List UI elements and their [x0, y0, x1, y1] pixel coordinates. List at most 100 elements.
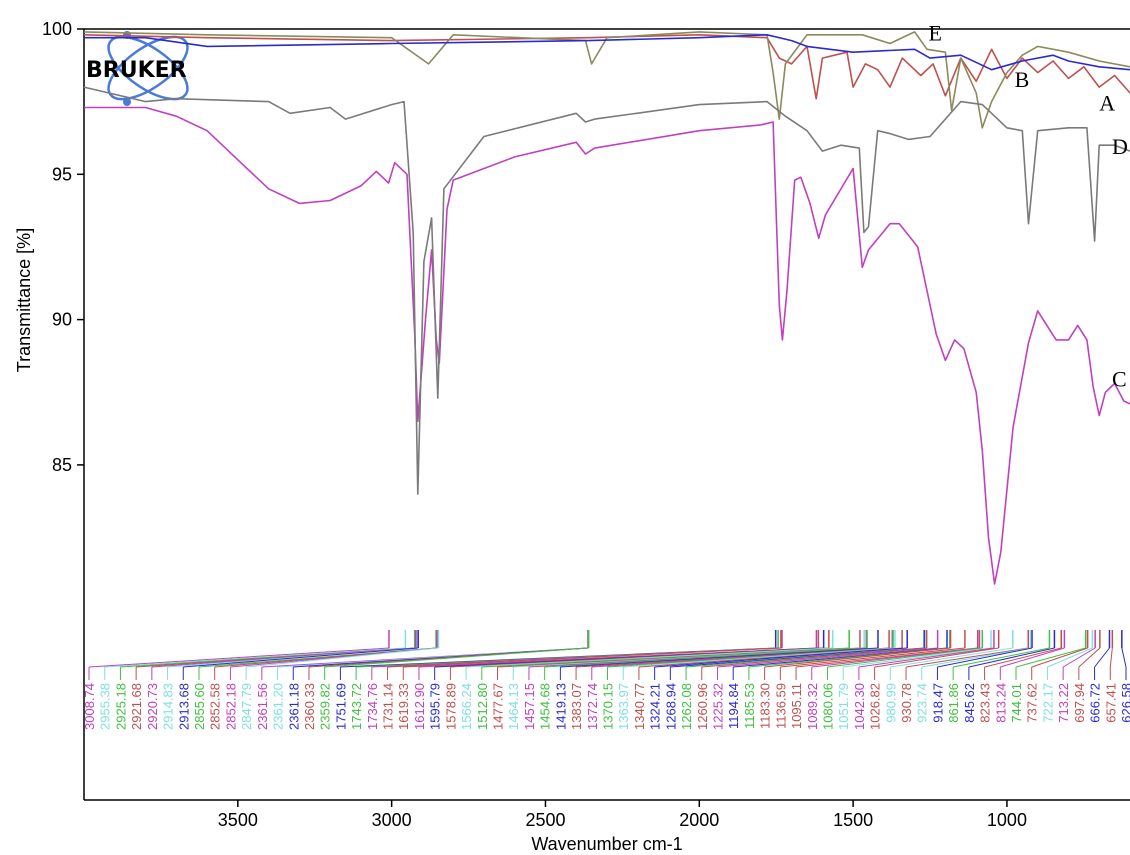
- peak-label-1225.32: 1225.32: [711, 683, 726, 730]
- peak-label-2914.83: 2914.83: [161, 683, 176, 730]
- peak-label-1194.84: 1194.84: [726, 683, 741, 729]
- x-tick-label-2500: 2500: [525, 810, 565, 830]
- peak-leader-1419.13: [560, 647, 879, 668]
- peak-label-2361.56: 2361.56: [255, 683, 270, 730]
- series-label-C: C: [1112, 366, 1127, 391]
- peak-label-2855.60: 2855.60: [192, 683, 207, 730]
- peak-label-3008.74: 3008.74: [82, 683, 97, 730]
- peak-label-1743.72: 1743.72: [349, 683, 364, 730]
- peak-label-2925.18: 2925.18: [113, 683, 128, 730]
- y-tick-label-90: 90: [52, 310, 72, 330]
- x-tick-label-3000: 3000: [372, 810, 412, 830]
- peak-leader-930.78: [905, 647, 1029, 668]
- y-axis-ticks: 85 90 95 100: [42, 19, 84, 475]
- peak-label-1262.08: 1262.08: [679, 683, 694, 730]
- peak-label-1612.90: 1612.90: [412, 683, 427, 730]
- peak-label-1372.74: 1372.74: [585, 683, 600, 730]
- peak-label-2852.58: 2852.58: [208, 683, 223, 730]
- peak-leader-923.74: [921, 647, 1031, 668]
- peak-label-697.94: 697.94: [1072, 683, 1087, 723]
- peak-leader-1183.30: [764, 647, 951, 668]
- peak-label-1383.07: 1383.07: [569, 683, 584, 730]
- peak-label-1026.82: 1026.82: [868, 683, 883, 730]
- logo-nucleus-bottom: [123, 98, 131, 106]
- peak-label-980.99: 980.99: [883, 683, 898, 723]
- series-label-A: A: [1099, 90, 1115, 115]
- peak-label-1340.77: 1340.77: [632, 683, 647, 730]
- peak-leader-1363.97: [623, 647, 896, 668]
- peak-label-2921.68: 2921.68: [129, 683, 144, 730]
- peak-label-722.17: 722.17: [1040, 683, 1055, 723]
- peak-leader-1512.80: [481, 647, 850, 668]
- peak-label-1578.89: 1578.89: [443, 683, 458, 730]
- peak-label-1185.53: 1185.53: [742, 683, 757, 729]
- x-axis-title: Wavenumber cm-1: [531, 834, 682, 854]
- peak-label-918.47: 918.47: [931, 683, 946, 723]
- peak-leader-1080.06: [827, 647, 983, 668]
- peak-leader-2955.38: [104, 647, 406, 668]
- peak-leader-2847.79: [246, 647, 439, 668]
- peak-label-744.01: 744.01: [1009, 683, 1024, 723]
- peak-label-1595.79: 1595.79: [428, 683, 443, 730]
- peak-leader-713.22: [1062, 647, 1096, 668]
- peak-label-1619.33: 1619.33: [396, 683, 411, 730]
- peak-leader-666.72: [1094, 647, 1110, 668]
- peak-leader-2913.68: [183, 647, 419, 668]
- peak-label-1095.11: 1095.11: [789, 683, 804, 729]
- peak-label-2852.18: 2852.18: [223, 683, 238, 730]
- peak-leader-1136.59: [780, 647, 965, 668]
- peak-label-1734.76: 1734.76: [365, 683, 380, 730]
- logo-orbit-1: [107, 35, 189, 101]
- peak-label-823.43: 823.43: [978, 683, 993, 723]
- peak-leader-1340.77: [638, 647, 903, 668]
- peak-label-2955.38: 2955.38: [98, 683, 113, 730]
- peak-leader-918.47: [937, 647, 1033, 668]
- peak-label-1136.59: 1136.59: [773, 683, 788, 729]
- peak-label-2359.82: 2359.82: [318, 683, 333, 730]
- peak-leader-980.99: [890, 647, 1013, 668]
- peak-label-657.41: 657.41: [1103, 683, 1118, 723]
- peak-label-1419.13: 1419.13: [553, 683, 568, 730]
- peak-label-1363.97: 1363.97: [616, 683, 631, 730]
- peak-label-1566.24: 1566.24: [459, 683, 474, 730]
- peak-leader-1042.30: [858, 647, 994, 668]
- peak-label-2913.68: 2913.68: [176, 683, 191, 730]
- peak-label-1080.06: 1080.06: [821, 683, 836, 730]
- y-axis-title: Transmittance [%]: [14, 228, 34, 372]
- series-labels: A B C D E: [928, 21, 1127, 392]
- peak-leader-845.62: [968, 647, 1055, 668]
- peak-label-861.86: 861.86: [946, 683, 961, 723]
- series-line-D: [83, 86, 1130, 495]
- peak-leader-697.94: [1078, 647, 1101, 668]
- peak-leader-813.24: [1000, 647, 1065, 668]
- peak-label-region: 3008.74 2955.38 2925.18 2921.68 2920.73 2914.…: [82, 630, 1130, 730]
- peak-label-930.78: 930.78: [899, 683, 914, 723]
- peak-label-2920.73: 2920.73: [145, 683, 160, 730]
- peak-label-737.62: 737.62: [1025, 683, 1040, 723]
- peak-label-1370.15: 1370.15: [601, 683, 616, 730]
- peak-leader-626.58: [1121, 647, 1127, 668]
- peak-leader-861.86: [953, 647, 1050, 668]
- peak-label-1731.14: 1731.14: [381, 683, 396, 730]
- peak-leader-1454.68: [544, 647, 868, 668]
- peak-label-845.62: 845.62: [962, 683, 977, 723]
- logo-text: BRUKER: [86, 58, 187, 83]
- peak-label-2361.20: 2361.20: [271, 683, 286, 730]
- x-tick-label-1000: 1000: [987, 810, 1027, 830]
- peak-label-1183.30: 1183.30: [758, 683, 773, 729]
- peak-leader-1026.82: [874, 647, 999, 668]
- x-tick-label-3500: 3500: [218, 810, 258, 830]
- series-line-E: [84, 33, 1130, 71]
- peak-label-666.72: 666.72: [1088, 683, 1103, 723]
- peak-label-1477.67: 1477.67: [491, 683, 506, 730]
- series-line-A: [83, 33, 1130, 100]
- peak-leader-823.43: [984, 647, 1062, 668]
- series-label-D: D: [1112, 134, 1128, 159]
- peak-label-626.58: 626.58: [1119, 683, 1130, 723]
- peak-leader-722.17: [1047, 647, 1093, 668]
- logo-orbit-2: [107, 35, 189, 101]
- peak-leader-737.62: [1031, 647, 1088, 668]
- peak-label-2361.18: 2361.18: [286, 683, 301, 730]
